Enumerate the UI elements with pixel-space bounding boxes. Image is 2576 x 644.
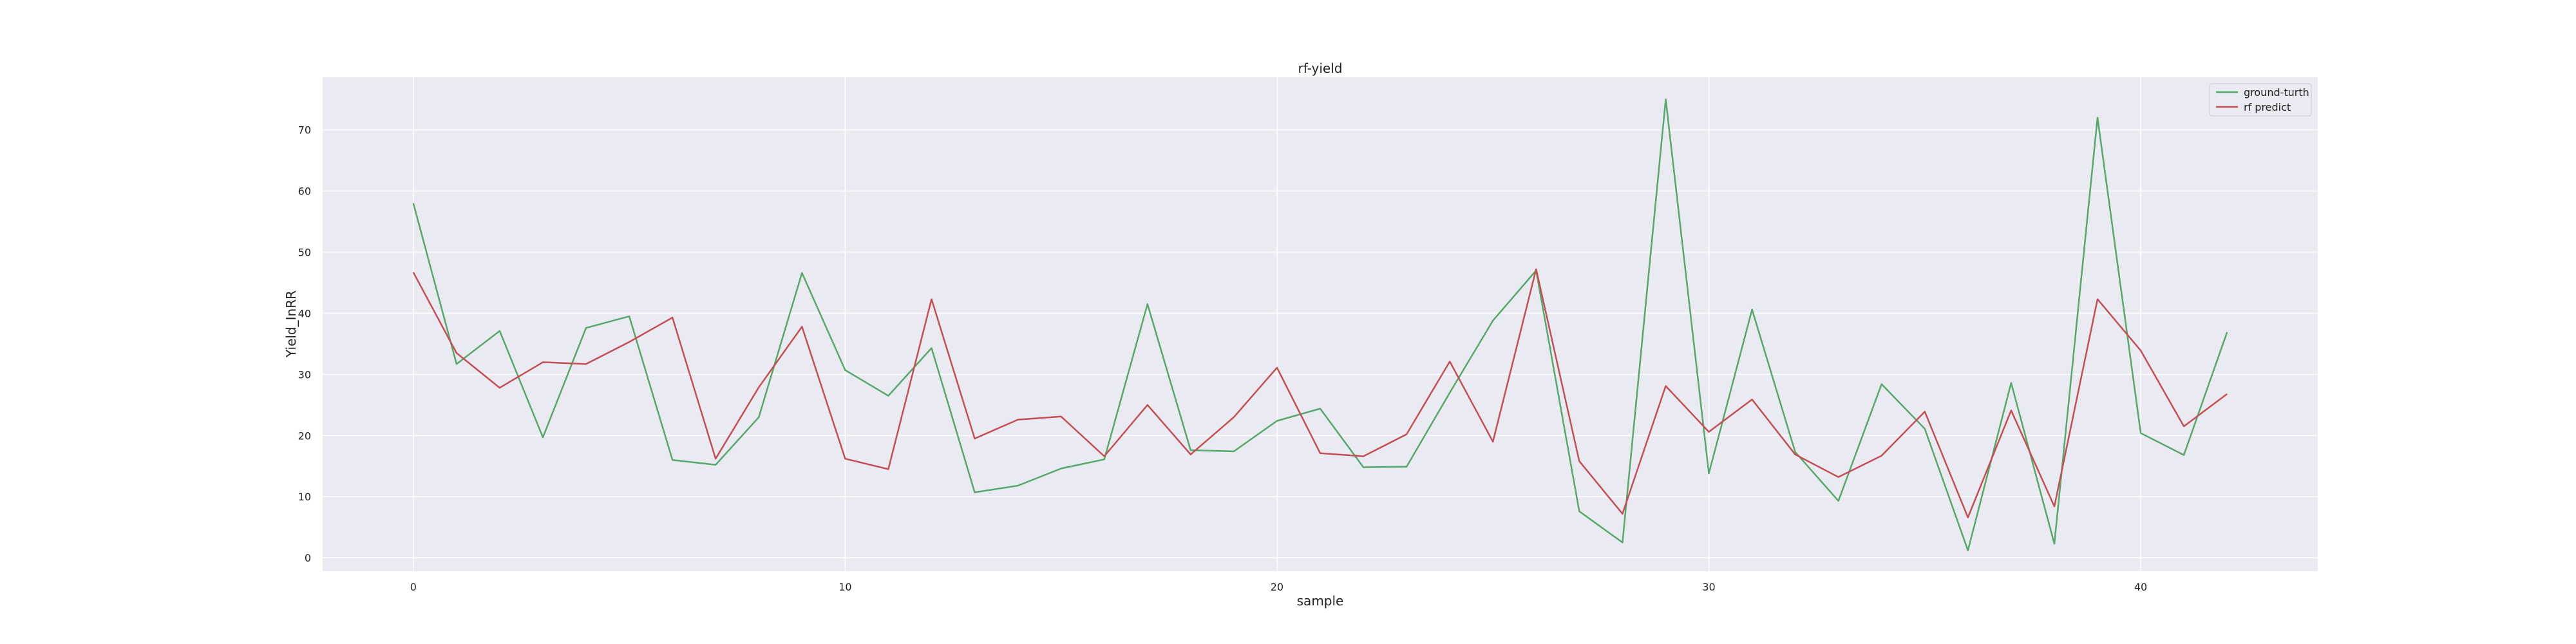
y-tick-label: 10 bbox=[298, 491, 311, 503]
tick-labels: 0 10 20 30 40 50 60 70 0 10 20 30 40 bbox=[298, 124, 2148, 593]
x-axis-label: sample bbox=[1297, 593, 1344, 609]
y-axis-label: Yield_InRR bbox=[283, 290, 299, 358]
x-tick-label: 20 bbox=[1271, 581, 1283, 593]
series-lines bbox=[412, 98, 2228, 551]
x-tick-label: 10 bbox=[838, 581, 851, 593]
plot-background bbox=[323, 77, 2318, 571]
legend-label-rf-predict: rf predict bbox=[2244, 101, 2291, 113]
y-tick-label: 30 bbox=[298, 368, 311, 381]
chart-title: rf-yield bbox=[1298, 61, 1343, 76]
series-line-rf-predict bbox=[412, 268, 2228, 518]
y-tick-label: 70 bbox=[298, 124, 311, 137]
legend: ground-turth rf predict bbox=[2209, 83, 2312, 117]
x-tick-label: 40 bbox=[2134, 581, 2147, 593]
x-tick-label: 0 bbox=[410, 581, 417, 593]
legend-label-ground-turth: ground-turth bbox=[2244, 86, 2309, 99]
y-tick-label: 0 bbox=[305, 552, 311, 564]
y-tick-label: 60 bbox=[298, 185, 311, 198]
x-tick-label: 30 bbox=[1702, 581, 1715, 593]
y-tick-label: 40 bbox=[298, 307, 311, 319]
y-tick-label: 20 bbox=[298, 430, 311, 442]
y-tick-label: 50 bbox=[298, 246, 311, 258]
series-line-ground-turth bbox=[412, 98, 2228, 551]
gridlines bbox=[323, 77, 2318, 571]
